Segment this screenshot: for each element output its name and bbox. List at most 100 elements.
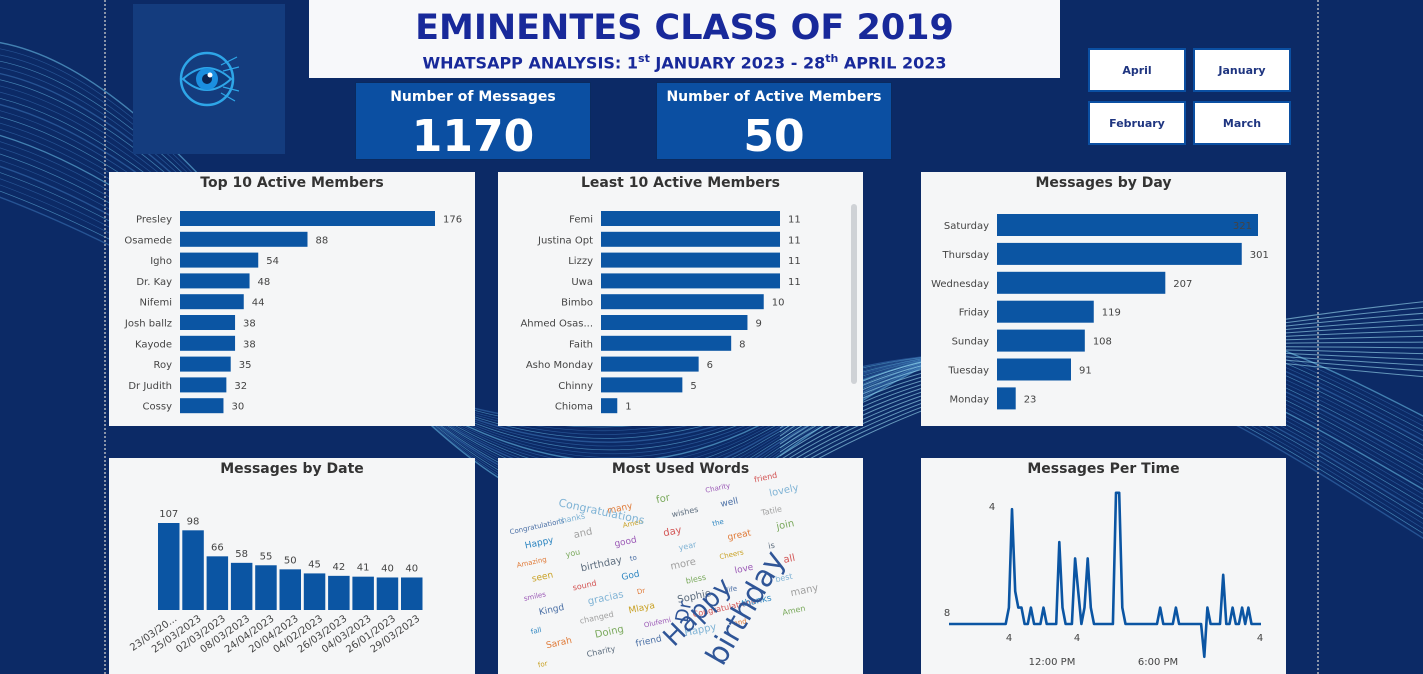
slicer-march[interactable]: March	[1193, 101, 1291, 145]
bar	[997, 242, 1242, 265]
bar	[401, 577, 423, 610]
axis-tick-label: Bimbo	[561, 298, 593, 309]
data-label: 5	[690, 381, 696, 392]
chart-messages-by-date: Messages by Date 107 23/03/20... 98 25/03/2…	[109, 458, 475, 674]
data-label: 23	[1024, 394, 1037, 405]
cloud-word: many	[790, 583, 820, 600]
chart-messages-by-day: Messages by Day Saturday 321 Thursday 301 We…	[921, 172, 1286, 426]
chart-svg: Presley 176 Osamede 88 Igho 54 Dr. Kay 48 Nifemi…	[124, 211, 462, 414]
slicer-february[interactable]: February	[1088, 101, 1186, 145]
axis-tick-label: Kayode	[135, 339, 172, 350]
cloud-word: Amazing	[516, 555, 547, 569]
bar	[255, 565, 277, 610]
bar	[376, 577, 399, 610]
cloud-word: is	[767, 541, 775, 551]
scrollbar[interactable]	[851, 204, 857, 384]
kpi-value: 50	[743, 111, 805, 162]
cloud-word: life	[726, 584, 738, 594]
data-label: 50	[284, 555, 297, 566]
bar	[997, 271, 1166, 294]
bar	[997, 358, 1071, 381]
cloud-word: Amen	[782, 604, 807, 618]
data-label: 1	[625, 402, 631, 413]
data-label: 4	[1006, 633, 1012, 644]
axis-tick-label: Friday	[959, 308, 989, 319]
cloud-word: Sarah	[545, 636, 573, 651]
axis-tick-label: Tuesday	[947, 366, 989, 377]
bar	[180, 398, 224, 414]
cloud-word: Cheers	[719, 548, 745, 561]
data-label: 35	[239, 360, 252, 371]
data-label: 9	[755, 319, 761, 330]
cloud-word: the	[712, 518, 725, 528]
bar	[180, 356, 231, 372]
data-label: 91	[1079, 366, 1092, 377]
cloud-word: Charity	[705, 482, 731, 495]
kpi-label: Number of Messages	[390, 89, 556, 105]
axis-tick-label: Ahmed Osas...	[520, 319, 593, 330]
data-label: 58	[235, 549, 248, 560]
word-cloud-svg: CongratulationsthanksmanyforCharityfrien…	[509, 471, 820, 672]
bar	[601, 294, 764, 310]
cloud-word: sound	[572, 579, 598, 593]
axis-tick-label: Uwa	[571, 277, 593, 288]
axis-tick-label: Monday	[950, 394, 990, 405]
bar	[279, 569, 301, 610]
data-label: 11	[788, 256, 801, 267]
bar	[601, 211, 780, 226]
cloud-word: Charity	[586, 644, 616, 659]
axis-tick-label: Josh ballz	[124, 319, 172, 330]
chart-svg: Saturday 321 Thursday 301 Wednesday 207 Friday…	[931, 214, 1269, 410]
data-label: 4	[1074, 633, 1080, 644]
cloud-word: Dr	[636, 587, 646, 597]
cloud-word: all	[782, 553, 796, 566]
data-label: 42	[332, 562, 345, 573]
slicer-january[interactable]: January	[1193, 48, 1291, 92]
cloud-word: seen	[531, 570, 554, 584]
data-label: 8	[944, 608, 950, 619]
data-label: 41	[357, 563, 370, 574]
cloud-word: and	[733, 617, 748, 628]
page-divider-left	[104, 0, 106, 674]
axis-tick-label: 6:00 PM	[1138, 657, 1178, 668]
slicer-april[interactable]: April	[1088, 48, 1186, 92]
bar	[180, 252, 259, 268]
chart-title: Least 10 Active Members	[580, 175, 780, 191]
kpi-value: 1170	[411, 111, 535, 162]
data-label: 66	[211, 542, 224, 553]
chart-messages-per-time: Messages Per Time 8 4 4 4 4 12:00 PM 6:00 PM	[921, 458, 1286, 674]
cloud-word: bless	[685, 573, 707, 586]
bar	[601, 252, 780, 268]
bar	[997, 214, 1258, 236]
axis-tick-label: Saturday	[944, 221, 989, 232]
cloud-word: lovely	[768, 482, 799, 499]
cloud-word: wishes	[671, 505, 699, 519]
data-label: 321	[1233, 221, 1252, 232]
cloud-word: gracias	[587, 589, 625, 607]
cloud-word: for	[655, 492, 672, 506]
bar	[601, 356, 699, 372]
data-label: 107	[159, 509, 178, 520]
axis-tick-label: Igho	[150, 256, 172, 267]
bar	[303, 573, 326, 610]
data-label: 11	[788, 277, 801, 288]
axis-tick-label: Wednesday	[931, 279, 989, 290]
bar	[601, 315, 748, 330]
cloud-word: good	[614, 535, 638, 549]
bar	[180, 377, 227, 393]
data-label: 119	[1102, 308, 1121, 319]
data-label: 38	[243, 319, 256, 330]
logo-tile	[133, 4, 285, 154]
data-label: 98	[187, 516, 200, 527]
eye-icon	[179, 51, 239, 107]
axis-tick-label: Presley	[136, 215, 172, 226]
cloud-word: Kingd	[538, 603, 565, 618]
cloud-word: Doing	[594, 624, 625, 641]
axis-tick-label: 12:00 PM	[1029, 657, 1076, 668]
page-divider-right	[1317, 0, 1319, 674]
chart-least-members: Least 10 Active Members Femi 11 Justina Op…	[498, 172, 863, 426]
data-label: 301	[1250, 250, 1269, 261]
bar	[997, 300, 1094, 323]
cloud-word: Congratulations	[509, 517, 565, 536]
data-label: 55	[260, 551, 273, 562]
